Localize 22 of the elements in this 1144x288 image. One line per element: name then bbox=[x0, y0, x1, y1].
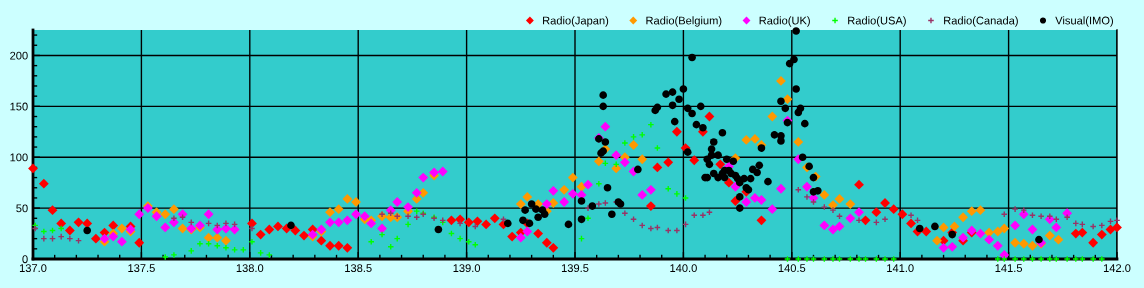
x-tick-label: 139.5 bbox=[561, 264, 589, 273]
x-tick-label: 141.5 bbox=[995, 264, 1023, 273]
x-tick-label: 142.0 bbox=[1103, 264, 1131, 273]
legend-label: Radio(UK) bbox=[759, 16, 810, 27]
x-tick-label: 139.0 bbox=[453, 264, 481, 273]
x-tick-label: 140.0 bbox=[670, 264, 697, 273]
x-tick-label: 137.5 bbox=[128, 264, 155, 273]
legend-label: Visual(IMO) bbox=[1055, 16, 1113, 27]
x-tick-label: 137.0 bbox=[19, 264, 47, 273]
y-tick-label: 50 bbox=[16, 204, 28, 213]
y-tick-label: 150 bbox=[10, 102, 28, 111]
y-tick-label: 200 bbox=[10, 51, 28, 60]
legend-label: Radio(Japan) bbox=[543, 16, 609, 27]
y-tick-label: 0 bbox=[22, 255, 28, 264]
legend-label: Radio(Canada) bbox=[944, 16, 1018, 27]
x-tick-label: 138.0 bbox=[236, 264, 264, 273]
y-tick-label: 100 bbox=[10, 153, 28, 162]
x-tick-label: 141.0 bbox=[887, 264, 914, 273]
legend-label: Radio(USA) bbox=[848, 16, 906, 27]
x-tick-label: 140.5 bbox=[778, 264, 806, 273]
legend-label: Radio(Belgium) bbox=[646, 16, 722, 27]
x-tick-label: 138.5 bbox=[345, 264, 372, 273]
